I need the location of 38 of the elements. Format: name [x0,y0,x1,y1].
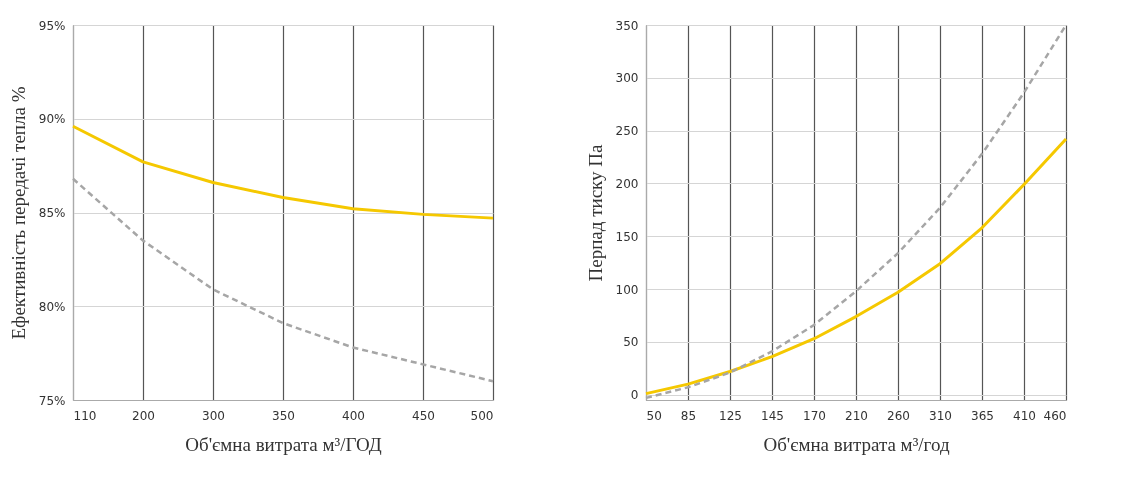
y-tick-label: 150 [615,229,639,244]
y-tick-label: 250 [615,124,639,139]
x-axis-title: Об'ємна витрата м³/год [763,433,950,455]
y-axis-title: Перпад тиску Па [584,143,606,282]
x-tick-label: 210 [845,408,868,423]
line-series [644,137,1068,396]
x-tick-label: 300 [202,408,225,423]
x-tick-label: 145 [761,408,784,423]
y-tick-label: 50 [623,335,639,350]
y-tick-label: 75% [38,393,66,408]
y-axis-title: Ефективність передачі тепла % [7,86,29,340]
x-axis-title: Об'ємна витрата м³/ГОД [185,433,382,455]
x-tick-label: 350 [272,408,295,423]
y-tick-label: 100 [615,282,639,297]
x-tick-label: 110 [73,408,97,423]
x-tick-label: 410 [1013,408,1036,423]
y-tick-label: 85% [38,206,66,220]
x-tick-label: 200 [132,408,155,423]
y-tick-label: 350 [615,18,639,33]
y-tick-label: 0 [630,388,639,403]
line-series [644,23,1068,400]
x-tick-label: 310 [929,408,952,423]
x-tick-label: 365 [971,408,994,423]
x-tick-label: 260 [887,408,910,423]
x-tick-label: 85 [680,408,697,423]
line-series [71,124,495,220]
x-tick-label: 460 [1043,408,1067,423]
y-tick-label: 90% [38,112,66,127]
x-tick-label: 400 [342,408,365,423]
x-tick-label: 450 [412,408,435,423]
x-tick-label: 125 [719,408,742,423]
y-tick-label: 300 [615,71,639,86]
x-tick-label: 50 [646,408,662,423]
y-tick-label: 80% [38,299,66,314]
y-tick-label: 95% [38,18,66,33]
x-tick-label: 170 [803,408,826,423]
x-tick-label: 500 [470,408,494,423]
y-tick-label: 200 [615,176,639,191]
